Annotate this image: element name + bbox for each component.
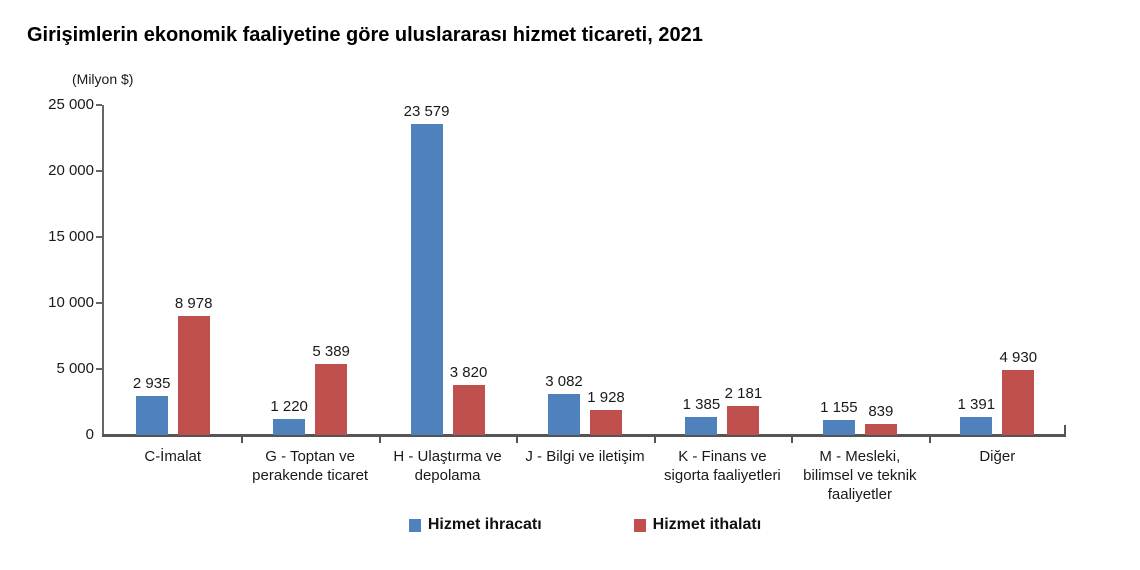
legend: Hizmet ihracatı Hizmet ithalatı xyxy=(104,516,1066,534)
category-label-line: H - Ulaştırma ve xyxy=(393,448,502,465)
bar-value-label: 1 385 xyxy=(682,396,721,413)
bar-value-label: 1 155 xyxy=(820,399,858,416)
category-label-line: J - Bilgi ve iletişim xyxy=(525,448,645,465)
bar-value-label: 1 391 xyxy=(957,396,996,413)
y-axis-tick-label: 15 000 xyxy=(48,228,94,245)
bar-imports-5 xyxy=(864,424,897,435)
legend-item-exports: Hizmet ihracatı xyxy=(408,516,542,534)
bar-exports-0 xyxy=(135,396,168,435)
bar-value-label: 1 928 xyxy=(587,389,625,406)
bar-value-label: 2 181 xyxy=(724,385,763,402)
bar-value-label: 23 579 xyxy=(403,103,450,120)
category-label: M - Mesleki, bilimsel ve teknik faaliyetle… xyxy=(791,447,928,504)
bar-imports-6 xyxy=(1002,370,1035,435)
category-label-line: perakende ticaret xyxy=(252,467,369,484)
category-label: G - Toptan ve perakende ticaret xyxy=(241,447,378,485)
category-label: J - Bilgi ve iletişim xyxy=(516,447,653,466)
y-axis-line xyxy=(102,105,104,437)
bar-value-label: 8 978 xyxy=(174,295,213,312)
y-axis-tick-label: 0 xyxy=(85,426,94,443)
bar-value-label: 1 220 xyxy=(270,398,308,415)
category-label-line: depolama xyxy=(414,467,481,484)
y-axis-unit-label: (Milyon $) xyxy=(72,71,134,87)
x-axis-tick xyxy=(378,437,381,443)
category-label-line: M - Mesleki, xyxy=(819,448,901,465)
bar-value-label: 3 820 xyxy=(449,364,488,381)
bar-imports-2 xyxy=(452,385,485,435)
category-label-line: sigorta faaliyetleri xyxy=(664,467,781,484)
chart-title: Girişimlerin ekonomik faaliyetine göre u… xyxy=(27,24,703,46)
bar-exports-6 xyxy=(960,417,993,435)
category-label-line: C-İmalat xyxy=(144,448,202,465)
bar-value-label: 2 935 xyxy=(132,375,171,392)
bar-imports-1 xyxy=(315,364,348,435)
y-axis-tick xyxy=(96,368,102,370)
bar-value-label: 5 389 xyxy=(312,343,350,360)
y-axis-tick-label: 20 000 xyxy=(48,162,94,179)
y-axis-tick xyxy=(96,302,102,304)
bar-value-label: 839 xyxy=(868,403,894,420)
category-label: C-İmalat xyxy=(104,447,241,466)
category-label-line: Diğer xyxy=(979,448,1016,465)
bar-exports-5 xyxy=(822,420,855,435)
x-axis-line xyxy=(102,434,1066,437)
category-label-line: bilimsel ve teknik xyxy=(803,467,917,484)
x-axis-tick xyxy=(516,437,519,443)
bar-exports-3 xyxy=(548,394,580,435)
category-label: K - Finans ve sigorta faaliyetleri xyxy=(654,447,791,485)
bar-imports-0 xyxy=(177,316,210,435)
y-axis-tick-label: 25 000 xyxy=(48,96,94,113)
x-axis-tick xyxy=(791,437,794,443)
legend-swatch-imports-icon xyxy=(633,519,646,532)
legend-swatch-exports-icon xyxy=(408,519,421,532)
x-axis-end-tick xyxy=(1064,425,1066,434)
bar-exports-1 xyxy=(273,419,306,435)
bar-value-label: 3 082 xyxy=(545,373,583,390)
bar-imports-4 xyxy=(727,406,760,435)
category-label-line: K - Finans ve xyxy=(678,448,767,465)
category-label: H - Ulaştırma ve depolama xyxy=(379,447,516,485)
category-label: Diğer xyxy=(929,447,1066,466)
category-label-line: faaliyetler xyxy=(827,486,892,503)
x-axis-tick xyxy=(653,437,656,443)
y-axis-tick xyxy=(96,170,102,172)
y-axis-tick xyxy=(96,236,102,238)
legend-label-imports: Hizmet ithalatı xyxy=(652,516,762,533)
y-axis-tick-label: 10 000 xyxy=(48,294,94,311)
bar-exports-4 xyxy=(685,417,718,435)
legend-label-exports: Hizmet ihracatı xyxy=(427,516,542,533)
bar-exports-2 xyxy=(410,124,443,435)
bar-value-label: 4 930 xyxy=(999,349,1038,366)
x-axis-tick xyxy=(241,437,244,443)
legend-item-imports: Hizmet ithalatı xyxy=(633,516,762,534)
x-axis-tick xyxy=(928,437,931,443)
bar-imports-3 xyxy=(590,410,622,435)
y-axis-tick xyxy=(96,104,102,106)
y-axis-tick-label: 5 000 xyxy=(56,360,94,377)
category-label-line: G - Toptan ve xyxy=(265,448,356,465)
